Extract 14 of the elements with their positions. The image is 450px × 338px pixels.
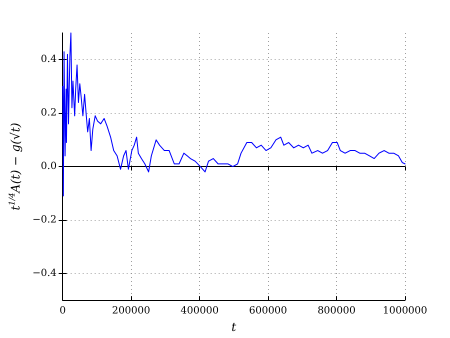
y-tick-label: 0.2 xyxy=(40,108,57,119)
y-tick-label: 0.0 xyxy=(40,161,57,172)
x-tick-label: 800000 xyxy=(317,306,356,317)
y-tick-label: −0.2 xyxy=(32,214,57,226)
y-tick-label: −0.4 xyxy=(32,268,57,279)
x-tick-label: 1000000 xyxy=(382,306,428,317)
x-tick-label: 0 xyxy=(59,306,66,317)
y-axis-title: t1/4A(t) − g(√t) xyxy=(8,122,22,210)
line-series xyxy=(62,32,406,196)
x-axis-title: t xyxy=(231,320,236,334)
x-tick-label: 400000 xyxy=(180,306,219,317)
x-tick-label: 600000 xyxy=(248,306,288,317)
x-tick-label: 200000 xyxy=(112,306,150,317)
y-tick-label: 0.4 xyxy=(40,54,57,66)
